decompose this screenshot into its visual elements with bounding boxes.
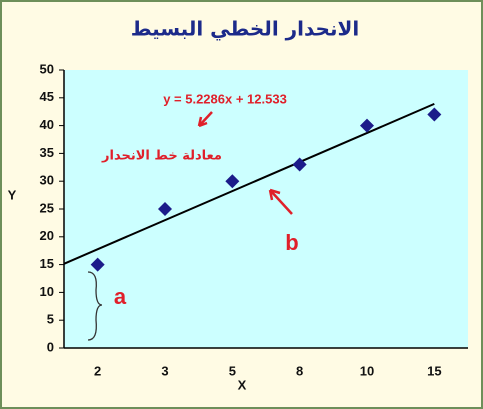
plot-area [64,70,468,348]
y-tick-label: 35 [40,145,54,160]
data-point [158,202,172,216]
arrow [268,188,293,215]
y-tick-label: 0 [47,339,54,354]
y-tick-label: 20 [40,228,54,243]
trendline-equation: y = 5.2286x + 12.533 [163,91,287,106]
y-tick-label: 5 [47,312,54,327]
y-tick-label: 15 [40,256,54,271]
chart-title: الانحدار الخطي البسيط [131,17,359,42]
y-tick-label: 25 [40,200,54,215]
x-tick-label: 10 [360,363,374,378]
y-tick-label: 45 [40,89,54,104]
y-axis-label: Y [8,187,17,202]
annotation: a [114,284,127,309]
data-point [427,107,442,122]
data-point [225,174,240,189]
x-tick-label: 5 [229,363,236,378]
trendline [63,102,435,265]
x-tick-label: 8 [296,363,303,378]
annotation: b [285,230,298,255]
y-tick-label: 50 [40,61,54,76]
brace [87,271,103,341]
x-tick-label: 2 [94,363,101,378]
data-point [292,157,307,172]
y-tick-label: 10 [40,284,54,299]
data-point [360,118,374,133]
x-axis-label: X [238,377,247,392]
annotation: معادلة خط الانحدار [101,149,222,164]
y-tick-label: 30 [40,173,54,188]
y-tick-label: 40 [40,117,54,132]
x-tick-label: 15 [427,363,441,378]
x-tick-label: 3 [161,363,168,378]
arrow [197,111,213,128]
data-point [90,257,105,272]
